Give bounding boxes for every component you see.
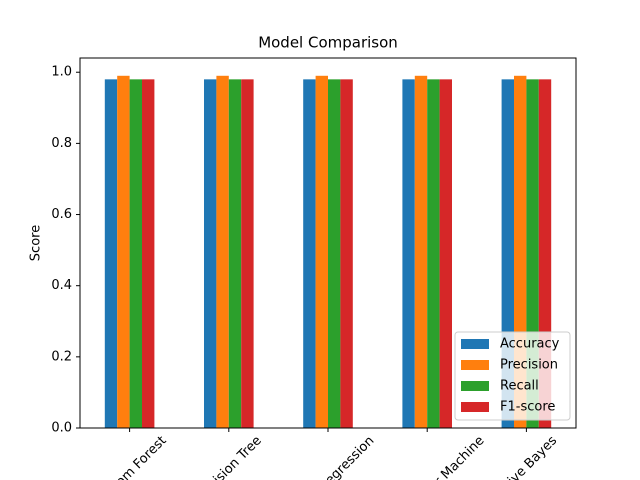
legend-label: Precision xyxy=(500,358,558,373)
legend-swatch xyxy=(461,402,489,412)
axes-frame xyxy=(79,57,577,429)
legend-box xyxy=(454,331,571,421)
legend-swatch xyxy=(461,360,489,370)
y-tick-label: 0.8 xyxy=(51,136,72,151)
y-tick-label: 0.4 xyxy=(51,278,72,293)
bar xyxy=(129,79,142,428)
x-tick-label: Support Vector Machine xyxy=(367,433,488,480)
bar xyxy=(117,75,130,429)
legend-label: F1-score xyxy=(500,400,555,415)
bar xyxy=(427,79,440,428)
legend: Accuracy Precision Recall F1-score xyxy=(454,331,571,421)
x-tick-label: Naive Bayes xyxy=(493,433,561,480)
bar xyxy=(216,75,229,429)
legend-swatch xyxy=(461,381,489,391)
bar xyxy=(228,79,242,428)
bar xyxy=(303,79,316,428)
bar xyxy=(142,79,155,428)
y-tick-label: 0.6 xyxy=(51,207,72,222)
chart-title: Model Comparison xyxy=(258,34,398,52)
bar xyxy=(340,79,353,428)
y-tick-label: 0.0 xyxy=(51,421,72,436)
bar xyxy=(439,79,452,428)
legend-swatch xyxy=(461,339,489,349)
legend-label: Accuracy xyxy=(500,337,560,352)
bar xyxy=(402,79,415,428)
y-tick-label: 0.2 xyxy=(51,349,72,364)
bar xyxy=(328,79,341,428)
bar xyxy=(104,79,118,428)
bar xyxy=(315,75,328,429)
y-axis-label: Score xyxy=(29,225,44,261)
x-tick-label: Logistic Regression xyxy=(279,433,378,480)
y-tick-label: 1.0 xyxy=(51,65,72,80)
bar xyxy=(204,79,217,428)
x-tick-label: Decision Tree xyxy=(193,433,265,480)
x-tick-label: Random Forest xyxy=(90,433,170,480)
bar xyxy=(414,75,428,429)
legend-label: Recall xyxy=(500,379,539,394)
bar xyxy=(241,79,254,428)
